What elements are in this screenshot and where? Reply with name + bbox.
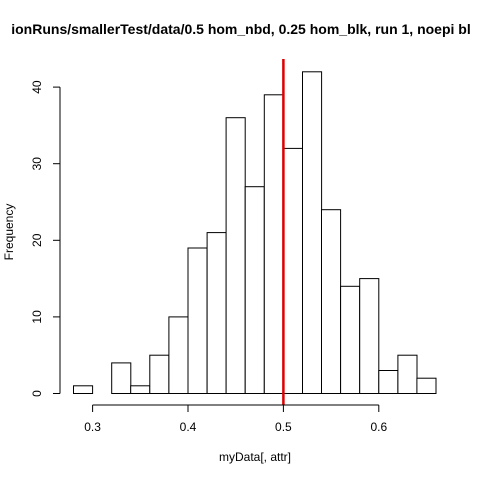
y-tick-label: 20 xyxy=(30,233,44,247)
histogram-bar xyxy=(111,362,132,394)
histogram-bar xyxy=(397,354,418,395)
x-axis-label: myData[, attr] xyxy=(219,450,291,464)
x-axis: 0.3 0.4 0.5 0.6 xyxy=(84,404,387,434)
histogram-bars xyxy=(73,71,437,395)
histogram-bar xyxy=(149,354,170,395)
histogram-bar xyxy=(302,71,323,395)
y-axis-label: Frequency xyxy=(2,204,16,261)
y-tick-label: 0 xyxy=(30,390,44,397)
x-tick-label: 0.5 xyxy=(275,420,292,434)
histogram-bar xyxy=(168,316,189,394)
histogram-bar xyxy=(244,186,265,394)
histogram-bar xyxy=(130,385,151,394)
histogram-bar xyxy=(416,377,437,395)
y-tick-label: 10 xyxy=(30,310,44,324)
y-tick-label: 40 xyxy=(30,80,44,94)
histogram-bar xyxy=(359,278,380,395)
y-tick-label: 30 xyxy=(30,157,44,171)
histogram-bar xyxy=(282,147,303,394)
histogram-bar xyxy=(321,209,342,394)
histogram-bar xyxy=(73,385,94,394)
x-tick-label: 0.3 xyxy=(84,420,101,434)
x-tick-label: 0.6 xyxy=(370,420,387,434)
histogram-bar xyxy=(340,285,361,394)
histogram-bar xyxy=(187,247,208,394)
histogram-bar xyxy=(225,117,246,394)
histogram-bar xyxy=(378,370,399,394)
histogram-bar xyxy=(263,94,284,395)
chart-title: ionRuns/smallerTest/data/0.5 hom_nbd, 0.… xyxy=(11,21,471,37)
y-axis: 0 10 20 30 40 xyxy=(30,80,61,397)
histogram-bar xyxy=(206,232,227,394)
x-tick-label: 0.4 xyxy=(180,420,197,434)
